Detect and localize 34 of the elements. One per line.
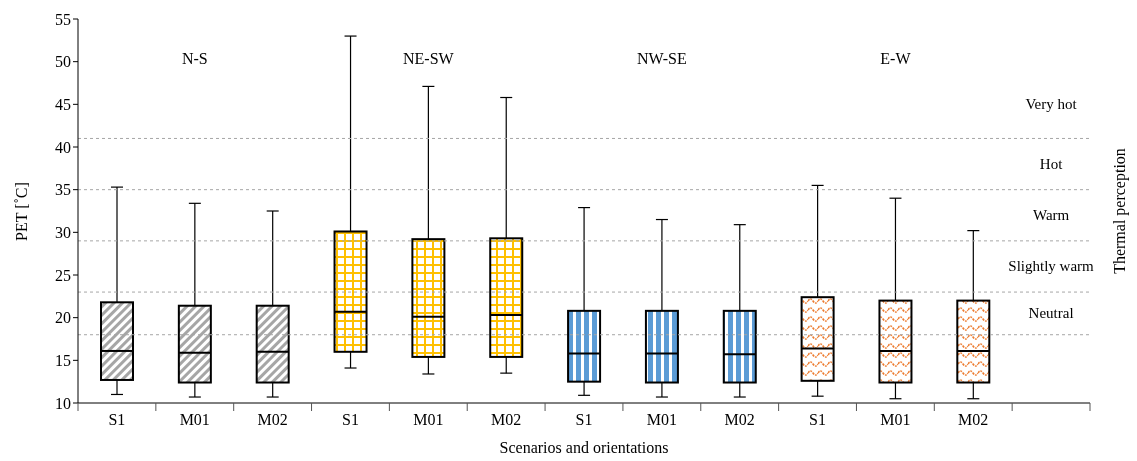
annotation: E-W [880,50,912,67]
y-tick-label: 15 [55,352,71,370]
ref-line-label: Very hot [1025,96,1078,113]
y-axis-title: PET [˚C] [12,182,30,241]
y-tick-label: 55 [55,10,71,28]
y-tick-label: 30 [55,224,71,242]
y-tick-label: 45 [55,96,71,114]
x-tick-label: S1 [342,411,359,428]
x-tick-label: M01 [179,411,210,428]
y2-axis-title: Thermal perception [1111,148,1129,274]
annotation: NW-SE [636,50,687,67]
x-tick-label: S1 [809,411,826,428]
y-tick-label: 25 [55,266,71,284]
ref-line-label: Slightly warm [1008,258,1095,275]
y-tick-label: 40 [55,138,71,156]
annotation: NE-SW [402,50,455,67]
x-tick-label: M02 [257,411,288,428]
x-tick-label: M01 [646,411,677,428]
x-tick-label: M02 [958,411,989,428]
x-tick-label: M02 [491,411,522,428]
x-tick-label: M02 [724,411,755,428]
x-tick-label: M01 [880,411,911,428]
y-tick-label: 50 [55,53,71,71]
annotation: N-S [181,50,208,67]
x-axis-title: Scenarios and orientations [499,439,669,456]
y-tick-label: 20 [55,309,71,327]
x-tick-label: S1 [575,411,593,428]
x-tick-label: S1 [108,411,126,428]
ref-line-label: Hot [1039,156,1064,173]
ref-line-label: Neutral [1028,305,1074,322]
y-tick-label: 10 [55,394,71,412]
ref-line-label: Warm [1032,207,1070,224]
x-tick-label: M01 [413,411,444,428]
y-tick-label: 35 [55,181,71,199]
